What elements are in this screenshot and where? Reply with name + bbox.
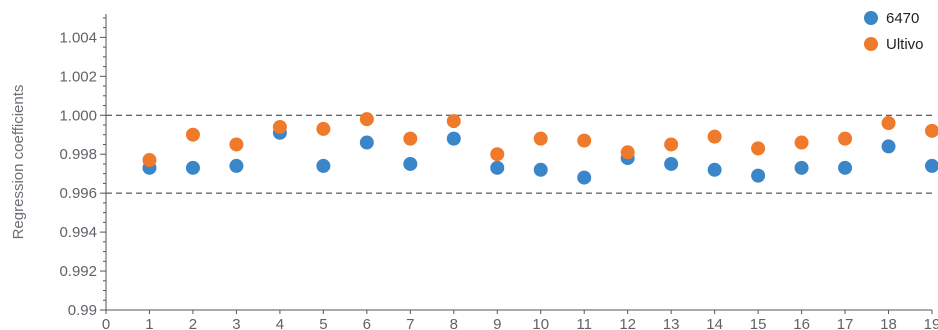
x-tick-label: 0 bbox=[102, 316, 110, 330]
data-point-6470 bbox=[664, 156, 679, 171]
data-point-6470 bbox=[359, 135, 374, 150]
data-point-ultivo bbox=[229, 137, 244, 152]
data-point-ultivo bbox=[664, 137, 679, 152]
y-tick-label: 0.994 bbox=[59, 224, 97, 241]
data-point-6470 bbox=[794, 160, 809, 175]
legend-marker bbox=[864, 11, 878, 25]
data-point-ultivo bbox=[577, 133, 592, 148]
x-tick-label: 14 bbox=[706, 316, 723, 330]
x-tick-label: 8 bbox=[450, 316, 458, 330]
x-axis-ticks: 0 1 2 3 4 5 6 7 8 9 10 11 12 13 14 15 16 17 18 19 bbox=[102, 310, 938, 330]
x-tick-label: 17 bbox=[837, 316, 854, 330]
x-tick-label: 16 bbox=[793, 316, 810, 330]
x-tick-label: 1 bbox=[145, 316, 153, 330]
data-point-6470 bbox=[881, 139, 896, 154]
data-point-ultivo bbox=[881, 116, 896, 131]
data-point-6470 bbox=[490, 160, 505, 175]
data-points bbox=[142, 112, 938, 185]
x-tick-label: 18 bbox=[880, 316, 897, 330]
y-tick-label: 1.002 bbox=[59, 68, 97, 85]
x-tick-label: 13 bbox=[663, 316, 680, 330]
x-tick-label: 5 bbox=[319, 316, 327, 330]
y-tick-label: 1.004 bbox=[59, 29, 97, 46]
data-point-ultivo bbox=[316, 121, 331, 136]
data-point-ultivo bbox=[446, 114, 461, 129]
legend: 6470 Ultivo bbox=[864, 10, 924, 53]
data-point-ultivo bbox=[142, 153, 157, 168]
data-point-6470 bbox=[925, 158, 938, 173]
data-point-ultivo bbox=[794, 135, 809, 150]
data-point-ultivo bbox=[620, 145, 635, 160]
x-tick-label: 3 bbox=[232, 316, 240, 330]
legend-label: 6470 bbox=[886, 10, 919, 27]
y-tick-label: 0.998 bbox=[59, 146, 97, 163]
data-point-ultivo bbox=[403, 131, 418, 146]
data-point-6470 bbox=[533, 162, 548, 177]
x-tick-label: 6 bbox=[363, 316, 371, 330]
x-tick-label: 11 bbox=[576, 316, 592, 330]
data-point-ultivo bbox=[925, 123, 938, 138]
y-tick-label: 0.996 bbox=[59, 185, 97, 202]
y-tick-label: 0.992 bbox=[59, 263, 97, 280]
data-point-6470 bbox=[446, 131, 461, 146]
data-point-ultivo bbox=[751, 141, 766, 156]
legend-label: Ultivo bbox=[886, 36, 924, 53]
data-point-ultivo bbox=[490, 147, 505, 162]
x-tick-label: 15 bbox=[750, 316, 767, 330]
data-point-6470 bbox=[316, 158, 331, 173]
y-tick-label: 1.000 bbox=[59, 107, 97, 124]
data-point-6470 bbox=[403, 156, 418, 171]
x-tick-label: 9 bbox=[493, 316, 501, 330]
reference-lines bbox=[106, 114, 932, 194]
x-tick-label: 19 bbox=[924, 316, 938, 330]
y-axis-ticks: 0.99 0.992 0.994 0.996 0.998 1.000 1.002 1.004 bbox=[59, 17, 106, 319]
data-point-6470 bbox=[838, 160, 853, 175]
x-tick-label: 12 bbox=[619, 316, 636, 330]
x-tick-label: 2 bbox=[189, 316, 197, 330]
data-point-6470 bbox=[707, 162, 722, 177]
y-tick-label: 0.99 bbox=[68, 302, 97, 319]
data-point-ultivo bbox=[272, 119, 287, 134]
data-point-ultivo bbox=[359, 112, 374, 127]
y-axis-title: Regression coefficients bbox=[10, 85, 27, 240]
legend-marker bbox=[864, 37, 878, 51]
data-point-6470 bbox=[185, 160, 200, 175]
data-point-ultivo bbox=[185, 127, 200, 142]
data-point-ultivo bbox=[533, 131, 548, 146]
x-tick-label: 7 bbox=[406, 316, 414, 330]
data-point-6470 bbox=[751, 168, 766, 183]
x-tick-label: 10 bbox=[532, 316, 549, 330]
data-point-ultivo bbox=[707, 129, 722, 144]
x-tick-label: 4 bbox=[276, 316, 284, 330]
data-point-6470 bbox=[577, 170, 592, 185]
data-point-ultivo bbox=[838, 131, 853, 146]
data-point-6470 bbox=[229, 158, 244, 173]
